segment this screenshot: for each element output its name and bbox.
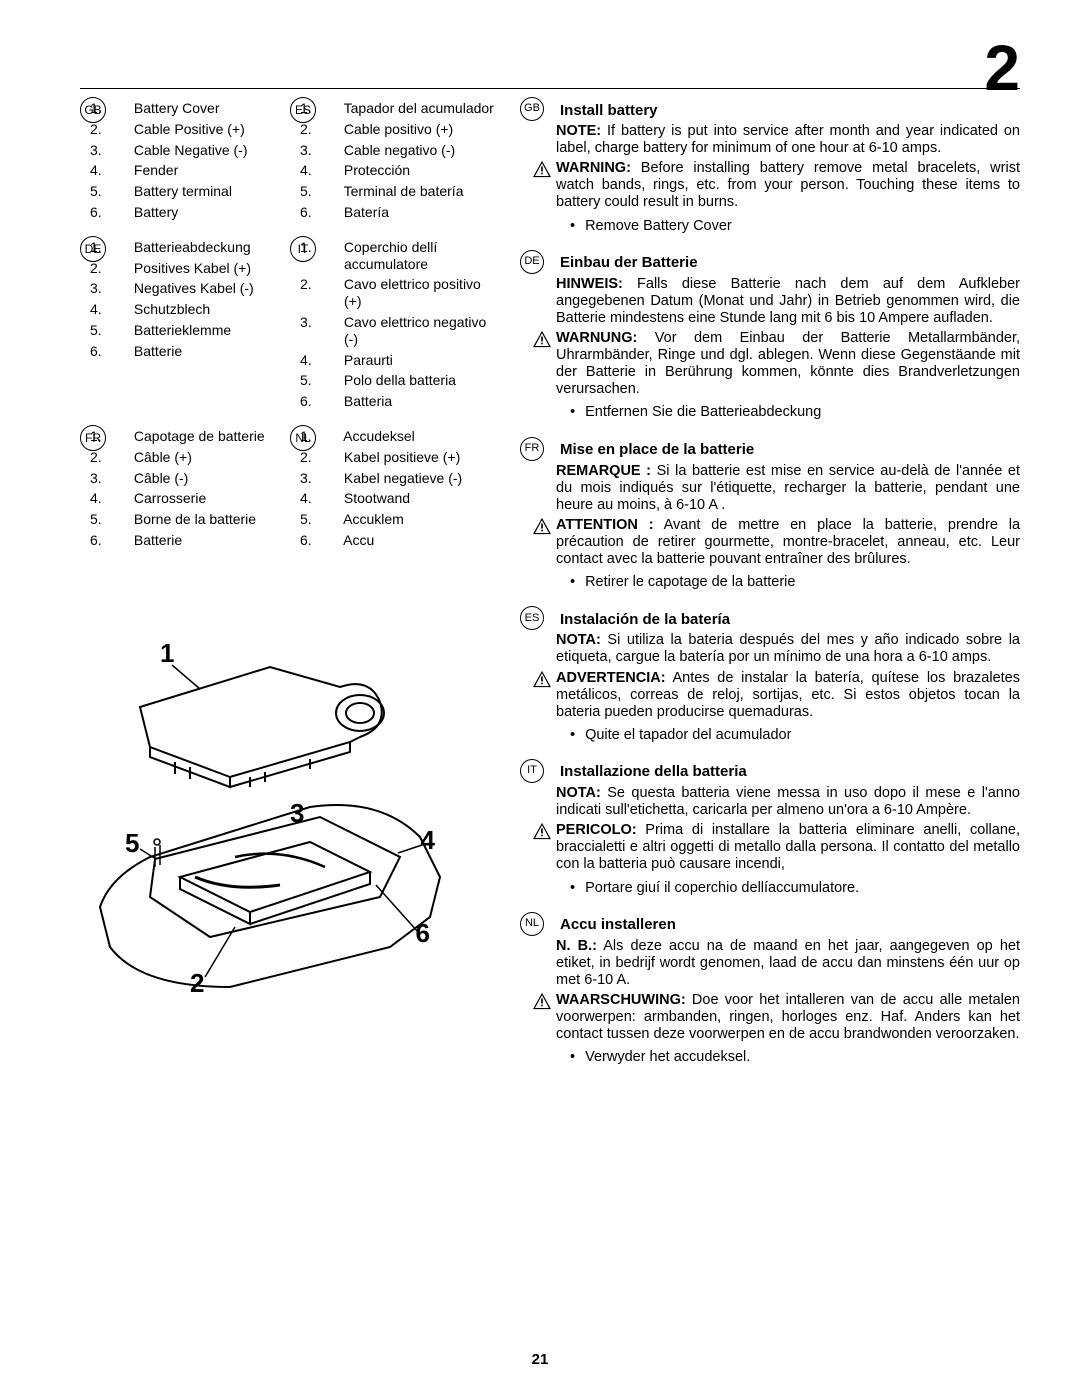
- parts-item: 2. Câble (+): [112, 449, 265, 466]
- lang-badge: FR: [520, 437, 544, 461]
- parts-item: 5. Batterieklemme: [112, 322, 254, 339]
- parts-list-fr: FR1. Capotage de batterie2. Câble (+)3. …: [80, 428, 290, 553]
- parts-item: 2. Positives Kabel (+): [112, 260, 254, 277]
- parts-item: 5. Borne de la batterie: [112, 511, 265, 528]
- warning-icon: [532, 330, 552, 348]
- warning-icon: [532, 992, 552, 1010]
- parts-item: 2. Cable Positive (+): [112, 121, 248, 138]
- note-text: REMARQUE : Si la batterie est mise en se…: [556, 463, 1020, 514]
- parts-item: 1. Tapador del acumulador: [322, 100, 494, 117]
- section-title: Mise en place de la batterie: [560, 441, 754, 459]
- parts-item: 4. Fender: [112, 162, 248, 179]
- chapter-number: 2: [984, 30, 1020, 107]
- parts-lists: GB1. Battery Cover2. Cable Positive (+)3…: [80, 100, 500, 567]
- parts-item: 3. Negatives Kabel (-): [112, 280, 254, 297]
- warning-text: PERICOLO: Prima di installare la batteri…: [556, 822, 1020, 873]
- bullet-item: Portare giuí il coperchio dellíaccumulat…: [570, 880, 1020, 897]
- parts-item: 6. Battery: [112, 204, 248, 221]
- diagram-label-5: 5: [125, 828, 139, 858]
- bullet-item: Entfernen Sie die Batterieabdeckung: [570, 404, 1020, 421]
- diagram-label-2: 2: [190, 968, 204, 998]
- parts-item: 6. Batterie: [112, 343, 254, 360]
- header-rule: [80, 88, 1020, 89]
- section-title: Instalación de la batería: [560, 611, 730, 629]
- parts-list-it: IT1. Coperchio dellí accumulatore2. Cavo…: [290, 239, 500, 414]
- parts-list-nl: NL1. Accudeksel2. Kabel positieve (+)3. …: [290, 428, 500, 553]
- warning-icon: [532, 670, 552, 688]
- parts-item: 1. Accudeksel: [322, 428, 462, 445]
- parts-item: 6. Batería: [322, 204, 494, 221]
- parts-item: 5. Terminal de batería: [322, 183, 494, 200]
- warning-text: WAARSCHUWING: Doe voor het intalleren va…: [556, 992, 1020, 1043]
- parts-list-es: ES1. Tapador del acumulador2. Cable posi…: [290, 100, 500, 225]
- parts-list-gb: GB1. Battery Cover2. Cable Positive (+)3…: [80, 100, 290, 225]
- lang-badge: IT: [520, 759, 544, 783]
- warning-text: ATTENTION : Avant de mettre en place la …: [556, 517, 1020, 568]
- diagram-label-1: 1: [160, 638, 174, 668]
- section-it: IT Installazione della batteria NOTA: Se q…: [520, 762, 1020, 897]
- parts-item: 5. Battery terminal: [112, 183, 248, 200]
- section-title: Einbau der Batterie: [560, 254, 698, 272]
- section-nl: NL Accu installeren N. B.: Als deze accu n…: [520, 915, 1020, 1067]
- parts-item: 6. Batterie: [112, 532, 265, 549]
- section-title: Install battery: [560, 102, 658, 120]
- parts-item: 3. Kabel negatieve (-): [322, 470, 462, 487]
- warning-icon: [532, 517, 552, 535]
- parts-item: 5. Polo della batteria: [322, 372, 500, 389]
- note-text: N. B.: Als deze accu na de maand en het …: [556, 938, 1020, 989]
- parts-item: 4. Carrosserie: [112, 490, 265, 507]
- note-text: NOTE: If battery is put into service aft…: [556, 123, 1020, 157]
- battery-diagram: 1 3 4 5 6 2: [80, 627, 460, 1007]
- diagram-label-3: 3: [290, 798, 304, 828]
- parts-item: 4. Schutzblech: [112, 301, 254, 318]
- lang-badge: GB: [520, 97, 544, 121]
- parts-item: 1. Batterieabdeckung: [112, 239, 254, 256]
- lang-badge: NL: [520, 912, 544, 936]
- page-number: 21: [0, 1351, 1080, 1369]
- diagram-label-4: 4: [421, 825, 436, 855]
- parts-item: 3. Câble (-): [112, 470, 265, 487]
- parts-item: 5. Accuklem: [322, 511, 462, 528]
- section-es: ES Instalación de la batería NOTA: Si util…: [520, 609, 1020, 744]
- section-fr: FR Mise en place de la batterie REMARQUE :…: [520, 440, 1020, 592]
- note-text: HINWEIS: Falls diese Batterie nach dem a…: [556, 276, 1020, 327]
- section-gb: GB Install battery NOTE: If battery is put…: [520, 100, 1020, 235]
- parts-item: 1. Capotage de batterie: [112, 428, 265, 445]
- bullet-item: Remove Battery Cover: [570, 218, 1020, 235]
- warning-text: WARNUNG: Vor dem Einbau der Batterie Met…: [556, 330, 1020, 398]
- warning-text: WARNING: Before installing battery remov…: [556, 160, 1020, 211]
- parts-item: 3. Cable negativo (-): [322, 142, 494, 159]
- bullet-item: Verwyder het accudeksel.: [570, 1049, 1020, 1066]
- bullet-item: Retirer le capotage de la batterie: [570, 574, 1020, 591]
- parts-item: 6. Accu: [322, 532, 462, 549]
- left-column: GB1. Battery Cover2. Cable Positive (+)3…: [80, 100, 520, 1084]
- bullet-item: Quite el tapador del acumulador: [570, 727, 1020, 744]
- warning-text: ADVERTENCIA: Antes de instalar la baterí…: [556, 670, 1020, 721]
- right-column: GB Install battery NOTE: If battery is put…: [520, 100, 1020, 1084]
- warning-icon: [532, 822, 552, 840]
- note-text: NOTA: Se questa batteria viene messa in …: [556, 785, 1020, 819]
- parts-item: 4. Protección: [322, 162, 494, 179]
- section-title: Accu installeren: [560, 916, 676, 934]
- parts-item: 1. Battery Cover: [112, 100, 248, 117]
- parts-item: 2. Kabel positieve (+): [322, 449, 462, 466]
- parts-item: 4. Paraurti: [322, 352, 500, 369]
- page-content: GB 1. Battery Cover 2. Cable Positive (+) 3…: [80, 100, 1020, 1084]
- diagram-label-6: 6: [416, 918, 430, 948]
- note-text: NOTA: Si utiliza la bateria después del …: [556, 632, 1020, 666]
- section-title: Installazione della batteria: [560, 763, 747, 781]
- parts-item: 2. Cable positivo (+): [322, 121, 494, 138]
- warning-icon: [532, 160, 552, 178]
- parts-item: 3. Cable Negative (-): [112, 142, 248, 159]
- section-de: DE Einbau der Batterie HINWEIS: Falls dies…: [520, 253, 1020, 422]
- lang-badge: DE: [520, 250, 544, 274]
- parts-item: 3. Cavo elettrico negativo (-): [322, 314, 500, 348]
- parts-item: 4. Stootwand: [322, 490, 462, 507]
- parts-item: 6. Batteria: [322, 393, 500, 410]
- lang-badge: ES: [520, 606, 544, 630]
- parts-list-de: DE1. Batterieabdeckung2. Positives Kabel…: [80, 239, 290, 414]
- parts-item: 1. Coperchio dellí accumulatore: [322, 239, 500, 273]
- parts-item: 2. Cavo elettrico positivo (+): [322, 276, 500, 310]
